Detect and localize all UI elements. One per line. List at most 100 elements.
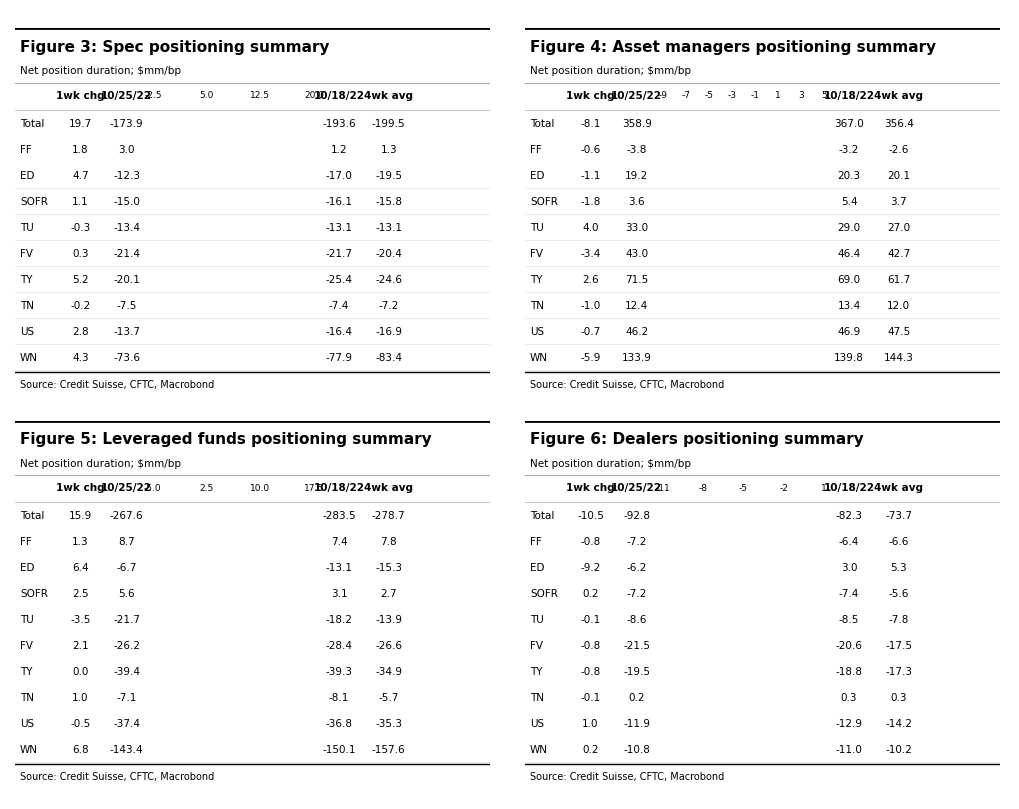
Text: 1.0: 1.0 <box>582 719 598 729</box>
Text: 0.0: 0.0 <box>72 667 89 677</box>
Text: 2.8: 2.8 <box>72 327 89 337</box>
Bar <box>808 613 810 628</box>
Text: 1.3: 1.3 <box>380 145 396 155</box>
Text: -12.3: -12.3 <box>113 171 141 181</box>
Text: -37.4: -37.4 <box>113 719 141 729</box>
Text: -1.1: -1.1 <box>580 171 600 181</box>
Text: 33.0: 33.0 <box>625 223 648 233</box>
Text: -0.1: -0.1 <box>580 693 600 703</box>
Text: -17.3: -17.3 <box>884 667 911 677</box>
Text: US: US <box>20 719 34 729</box>
Text: 10/18/22: 10/18/22 <box>822 91 873 101</box>
Text: 0.2: 0.2 <box>628 693 644 703</box>
Text: FF: FF <box>530 145 541 155</box>
Text: -83.4: -83.4 <box>375 353 401 362</box>
Text: 1wk chg: 1wk chg <box>566 91 614 101</box>
Text: -7.4: -7.4 <box>838 589 858 599</box>
Text: -0.5: -0.5 <box>70 719 91 729</box>
Bar <box>170 324 191 339</box>
Text: -25.4: -25.4 <box>325 275 353 285</box>
Text: -193.6: -193.6 <box>322 119 356 129</box>
Text: US: US <box>530 719 543 729</box>
Text: -13.1: -13.1 <box>325 563 353 574</box>
Text: 2.6: 2.6 <box>582 275 598 285</box>
Text: -19.5: -19.5 <box>623 667 650 677</box>
Text: 3: 3 <box>798 91 803 100</box>
Text: -157.6: -157.6 <box>372 745 406 755</box>
Text: 12.5: 12.5 <box>250 91 270 100</box>
Text: -10.5: -10.5 <box>577 511 603 522</box>
Text: -8: -8 <box>698 484 707 493</box>
Text: 1wk chg: 1wk chg <box>56 483 105 493</box>
Text: -20.6: -20.6 <box>835 642 862 651</box>
Text: 367.0: 367.0 <box>834 119 863 129</box>
Text: Total: Total <box>20 119 45 129</box>
Text: -73.6: -73.6 <box>113 353 141 362</box>
Text: SOFR: SOFR <box>530 589 557 599</box>
Text: Source: Credit Suisse, CFTC, Macrobond: Source: Credit Suisse, CFTC, Macrobond <box>530 772 723 782</box>
Text: 1: 1 <box>820 484 826 493</box>
Text: -0.8: -0.8 <box>580 537 600 548</box>
Text: 27.0: 27.0 <box>887 223 910 233</box>
Text: US: US <box>20 327 34 337</box>
Bar <box>170 169 204 183</box>
Text: ED: ED <box>20 171 35 181</box>
Text: -34.9: -34.9 <box>375 667 401 677</box>
Text: 10/18/22: 10/18/22 <box>313 91 364 101</box>
Text: -0.8: -0.8 <box>580 667 600 677</box>
Bar <box>810 717 823 731</box>
Text: -11.0: -11.0 <box>835 745 862 755</box>
Text: WN: WN <box>20 353 38 362</box>
Text: -0.2: -0.2 <box>70 301 91 311</box>
Text: 5: 5 <box>820 91 826 100</box>
Text: FF: FF <box>530 537 541 548</box>
Text: Source: Credit Suisse, CFTC, Macrobond: Source: Credit Suisse, CFTC, Macrobond <box>530 379 723 390</box>
Text: Figure 6: Dealers positioning summary: Figure 6: Dealers positioning summary <box>530 433 863 447</box>
Text: -8.1: -8.1 <box>580 119 600 129</box>
Bar <box>170 273 208 287</box>
Text: 7.8: 7.8 <box>380 537 396 548</box>
Text: -7.1: -7.1 <box>116 693 137 703</box>
Bar <box>765 273 796 287</box>
Text: -7.2: -7.2 <box>626 589 646 599</box>
Text: -10.2: -10.2 <box>884 745 911 755</box>
Text: 10/18/22: 10/18/22 <box>822 483 873 493</box>
Text: 144.3: 144.3 <box>883 353 913 362</box>
Text: -143.4: -143.4 <box>110 745 144 755</box>
Text: TN: TN <box>530 693 543 703</box>
Text: FF: FF <box>20 145 32 155</box>
Text: -77.9: -77.9 <box>325 353 353 362</box>
Text: 5.3: 5.3 <box>890 563 906 574</box>
Text: Net position duration; $mm/bp: Net position duration; $mm/bp <box>20 66 180 76</box>
Text: -16.1: -16.1 <box>325 197 353 207</box>
Bar <box>189 536 198 549</box>
Text: -0.6: -0.6 <box>580 145 600 155</box>
Text: TN: TN <box>20 693 34 703</box>
Text: 10/25/22: 10/25/22 <box>610 483 661 493</box>
Text: Source: Credit Suisse, CFTC, Macrobond: Source: Credit Suisse, CFTC, Macrobond <box>20 772 214 782</box>
Text: -6.7: -6.7 <box>116 563 137 574</box>
Bar <box>758 324 765 339</box>
Text: -5.6: -5.6 <box>888 589 908 599</box>
Text: 358.9: 358.9 <box>622 119 651 129</box>
Text: 356.4: 356.4 <box>883 119 913 129</box>
Bar <box>745 195 765 209</box>
Text: -5.7: -5.7 <box>378 693 398 703</box>
Text: -13.4: -13.4 <box>113 223 141 233</box>
Text: 0.3: 0.3 <box>72 249 89 259</box>
Text: SOFR: SOFR <box>20 197 48 207</box>
Text: -17.0: -17.0 <box>325 171 353 181</box>
Text: -15.3: -15.3 <box>375 563 401 574</box>
Bar <box>189 743 237 757</box>
Text: -0.7: -0.7 <box>580 327 600 337</box>
Text: -3.5: -3.5 <box>70 616 91 625</box>
Text: WN: WN <box>20 745 38 755</box>
Text: -7.2: -7.2 <box>378 301 398 311</box>
Text: -36.8: -36.8 <box>325 719 353 729</box>
Text: -11.9: -11.9 <box>623 719 650 729</box>
Text: -173.9: -173.9 <box>110 119 144 129</box>
Text: 15.9: 15.9 <box>69 511 92 522</box>
Text: -3.2: -3.2 <box>838 145 858 155</box>
Text: -16.4: -16.4 <box>325 327 353 337</box>
Text: FF: FF <box>20 537 32 548</box>
